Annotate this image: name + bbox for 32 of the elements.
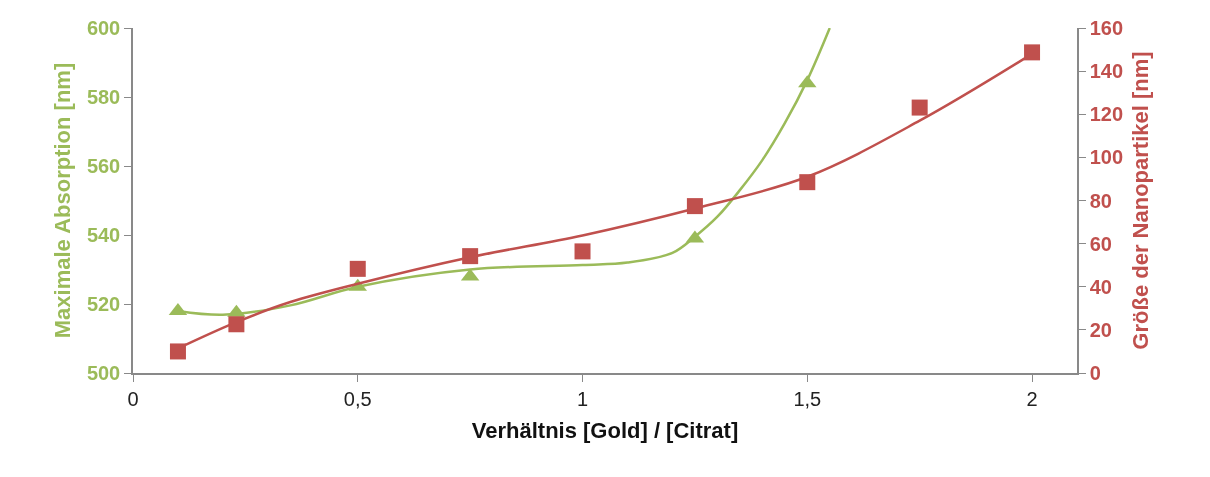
point (799, 174, 816, 191)
y-tick-label: 580 (86, 86, 121, 108)
y2-tick-label: 120 (1089, 103, 1124, 126)
y2-tick-label: 40 (1089, 275, 1112, 298)
y-tick-label: 500 (86, 362, 121, 384)
y-tick-label: 540 (86, 224, 121, 246)
point (686, 198, 703, 215)
x-tick-label: 1,5 (793, 387, 822, 410)
point (1024, 44, 1041, 61)
y-axis-title: Maximale Absorption [nm] (50, 62, 76, 339)
point (228, 316, 245, 333)
point (169, 343, 186, 360)
y2-tick-label: 20 (1089, 318, 1112, 341)
y2-tick-label: 0 (1089, 362, 1101, 384)
x-tick-label: 0,5 (343, 387, 372, 410)
y2-tick-label: 140 (1089, 60, 1124, 83)
y-tick-label: 520 (86, 293, 121, 315)
point (349, 260, 366, 277)
x-tick-label: 2 (1026, 387, 1038, 410)
y2-tick-label: 160 (1089, 17, 1124, 39)
x-axis-title: Verhältnis [Gold] / [Citrat] (471, 418, 739, 444)
y-tick-label: 560 (86, 155, 121, 177)
y-tick-label: 600 (86, 17, 121, 39)
y2-tick-label: 80 (1089, 189, 1112, 212)
y2-tick-label: 60 (1089, 232, 1112, 255)
point (462, 248, 479, 265)
y2-tick-label: 100 (1089, 146, 1124, 169)
x-tick-label: 1 (576, 387, 589, 410)
point (574, 243, 591, 260)
point (911, 99, 928, 116)
y2-axis-title: Größe der Nanopartikel [nm] (1127, 51, 1153, 350)
x-tick-label: 0 (127, 387, 139, 410)
